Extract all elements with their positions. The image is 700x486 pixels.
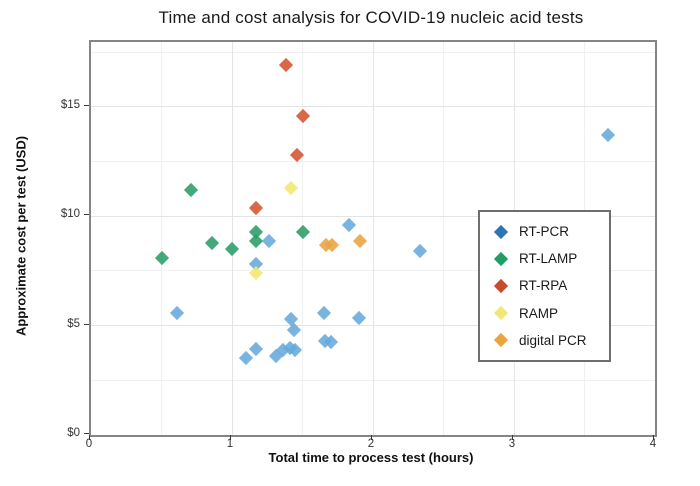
gridline-horizontal-major	[91, 325, 655, 327]
diamond-marker-icon	[493, 251, 509, 266]
data-point-rt-lamp	[248, 234, 264, 249]
data-point-rt-lamp	[205, 235, 220, 250]
legend-item: digital PCR	[480, 329, 609, 351]
data-point-rt-lamp	[154, 250, 169, 265]
legend-label: digital PCR	[519, 332, 587, 348]
data-point-rt-pcr	[341, 217, 357, 233]
x-tick-label: 1	[226, 438, 234, 450]
diamond-marker-icon	[493, 278, 509, 294]
y-axis-tick	[84, 214, 89, 216]
data-point-rt-pcr	[239, 351, 254, 366]
legend-label: RT-RPA	[519, 278, 568, 294]
data-point-rt-pcr	[248, 341, 264, 356]
diamond-marker-icon	[493, 306, 509, 321]
x-axis-tick	[230, 435, 231, 440]
gridline-vertical-major	[231, 42, 233, 435]
legend-item: RAMP	[480, 302, 609, 324]
data-point-ramp	[284, 180, 299, 195]
data-point-rt-lamp	[224, 242, 240, 257]
diamond-marker-icon	[493, 333, 509, 348]
diamond-marker-icon	[493, 224, 509, 239]
legend-label: RT-LAMP	[519, 251, 578, 267]
x-axis-tick	[89, 435, 90, 440]
x-tick-label: 4	[649, 438, 657, 450]
gridline-vertical-major	[372, 42, 374, 435]
data-point-rt-pcr	[351, 310, 366, 326]
y-axis-tick	[84, 323, 89, 325]
gridline-horizontal-major	[91, 215, 655, 217]
x-tick-label: 0	[85, 438, 93, 450]
data-point-rt-pcr	[412, 244, 427, 259]
y-axis-tick	[84, 433, 89, 434]
data-point-rt-pcr	[316, 305, 331, 320]
x-axis-tick	[512, 435, 513, 440]
legend-item: RT-RPA	[480, 275, 609, 297]
y-axis-title: Approximate cost per test (USD)	[13, 135, 29, 337]
data-point-rt-pcr	[169, 305, 185, 320]
y-tick-label: $15	[60, 98, 80, 111]
gridline-horizontal-major	[91, 106, 655, 108]
x-tick-label: 3	[508, 438, 516, 450]
y-tick-label: $10	[60, 208, 80, 221]
data-point-ramp	[248, 266, 264, 281]
legend-label: RAMP	[519, 305, 559, 321]
legend-item: RT-LAMP	[480, 248, 609, 270]
data-point-rt-pcr	[601, 128, 616, 143]
data-point-digital-pcr	[353, 234, 368, 249]
data-point-rt-pcr	[261, 234, 276, 249]
gridline-vertical-minor	[161, 42, 162, 435]
data-point-rt-rpa	[248, 200, 264, 215]
data-point-rt-rpa	[278, 58, 293, 73]
data-point-rt-lamp	[295, 224, 310, 239]
x-axis-tick	[371, 435, 372, 440]
y-axis-tick	[84, 104, 89, 106]
legend-item: RT-PCR	[480, 221, 609, 243]
chart-title: Time and cost analysis for COVID-19 nucl…	[158, 8, 584, 27]
legend-label: RT-PCR	[519, 224, 570, 240]
y-tick-label: $0	[67, 427, 80, 439]
data-point-rt-rpa	[295, 108, 310, 123]
y-tick-label: $5	[67, 317, 80, 330]
gridline-vertical-minor	[443, 42, 444, 435]
legend: RT-PCR RT-LAMP RT-RPA RAMP digital PCR	[478, 210, 611, 362]
data-point-rt-lamp	[184, 182, 199, 198]
x-axis-tick	[653, 435, 654, 440]
x-axis-title: Total time to process test (hours)	[268, 450, 474, 465]
x-tick-label: 2	[367, 438, 375, 450]
